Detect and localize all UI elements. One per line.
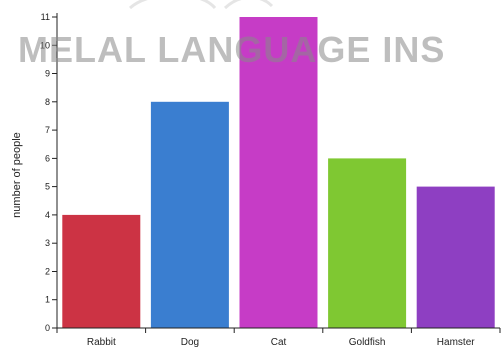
y-tick-label: 6: [45, 153, 50, 163]
x-tick-label-goldfish: Goldfish: [349, 337, 386, 348]
bar-rabbit: [62, 214, 141, 328]
labels-layer: Rabbit Dog Cat Goldfish Hamster 0 1 2 3 4 5 6 7 8 9 10 1…: [40, 12, 475, 348]
y-tick-label: 2: [45, 267, 50, 277]
y-tick-label: 10: [40, 40, 50, 50]
bar-cat: [239, 17, 318, 328]
x-tick-label-dog: Dog: [181, 337, 199, 348]
x-tick-label-rabbit: Rabbit: [87, 337, 116, 348]
watermark-text: MELAL LANGUAGE INS: [18, 29, 445, 70]
y-tick-label: 9: [45, 69, 50, 79]
y-tick-label: 8: [45, 97, 50, 107]
x-tick-label-hamster: Hamster: [437, 337, 475, 348]
y-tick-label: 7: [45, 125, 50, 135]
y-axis-label: number of people: [11, 132, 23, 218]
y-tick-label: 3: [45, 238, 50, 248]
bar-dog: [150, 101, 229, 328]
watermark-arc: [128, 0, 274, 10]
bar-goldfish: [328, 158, 407, 328]
y-tick-label: 1: [45, 295, 50, 305]
bar-hamster: [416, 186, 495, 328]
x-tick-label-cat: Cat: [271, 337, 287, 348]
y-tick-label: 0: [45, 323, 50, 333]
y-tick-label: 4: [45, 210, 50, 220]
y-tick-label: 5: [45, 182, 50, 192]
y-tick-label: 11: [41, 12, 50, 22]
bars-layer: [62, 17, 495, 328]
axes-layer: [52, 13, 501, 333]
